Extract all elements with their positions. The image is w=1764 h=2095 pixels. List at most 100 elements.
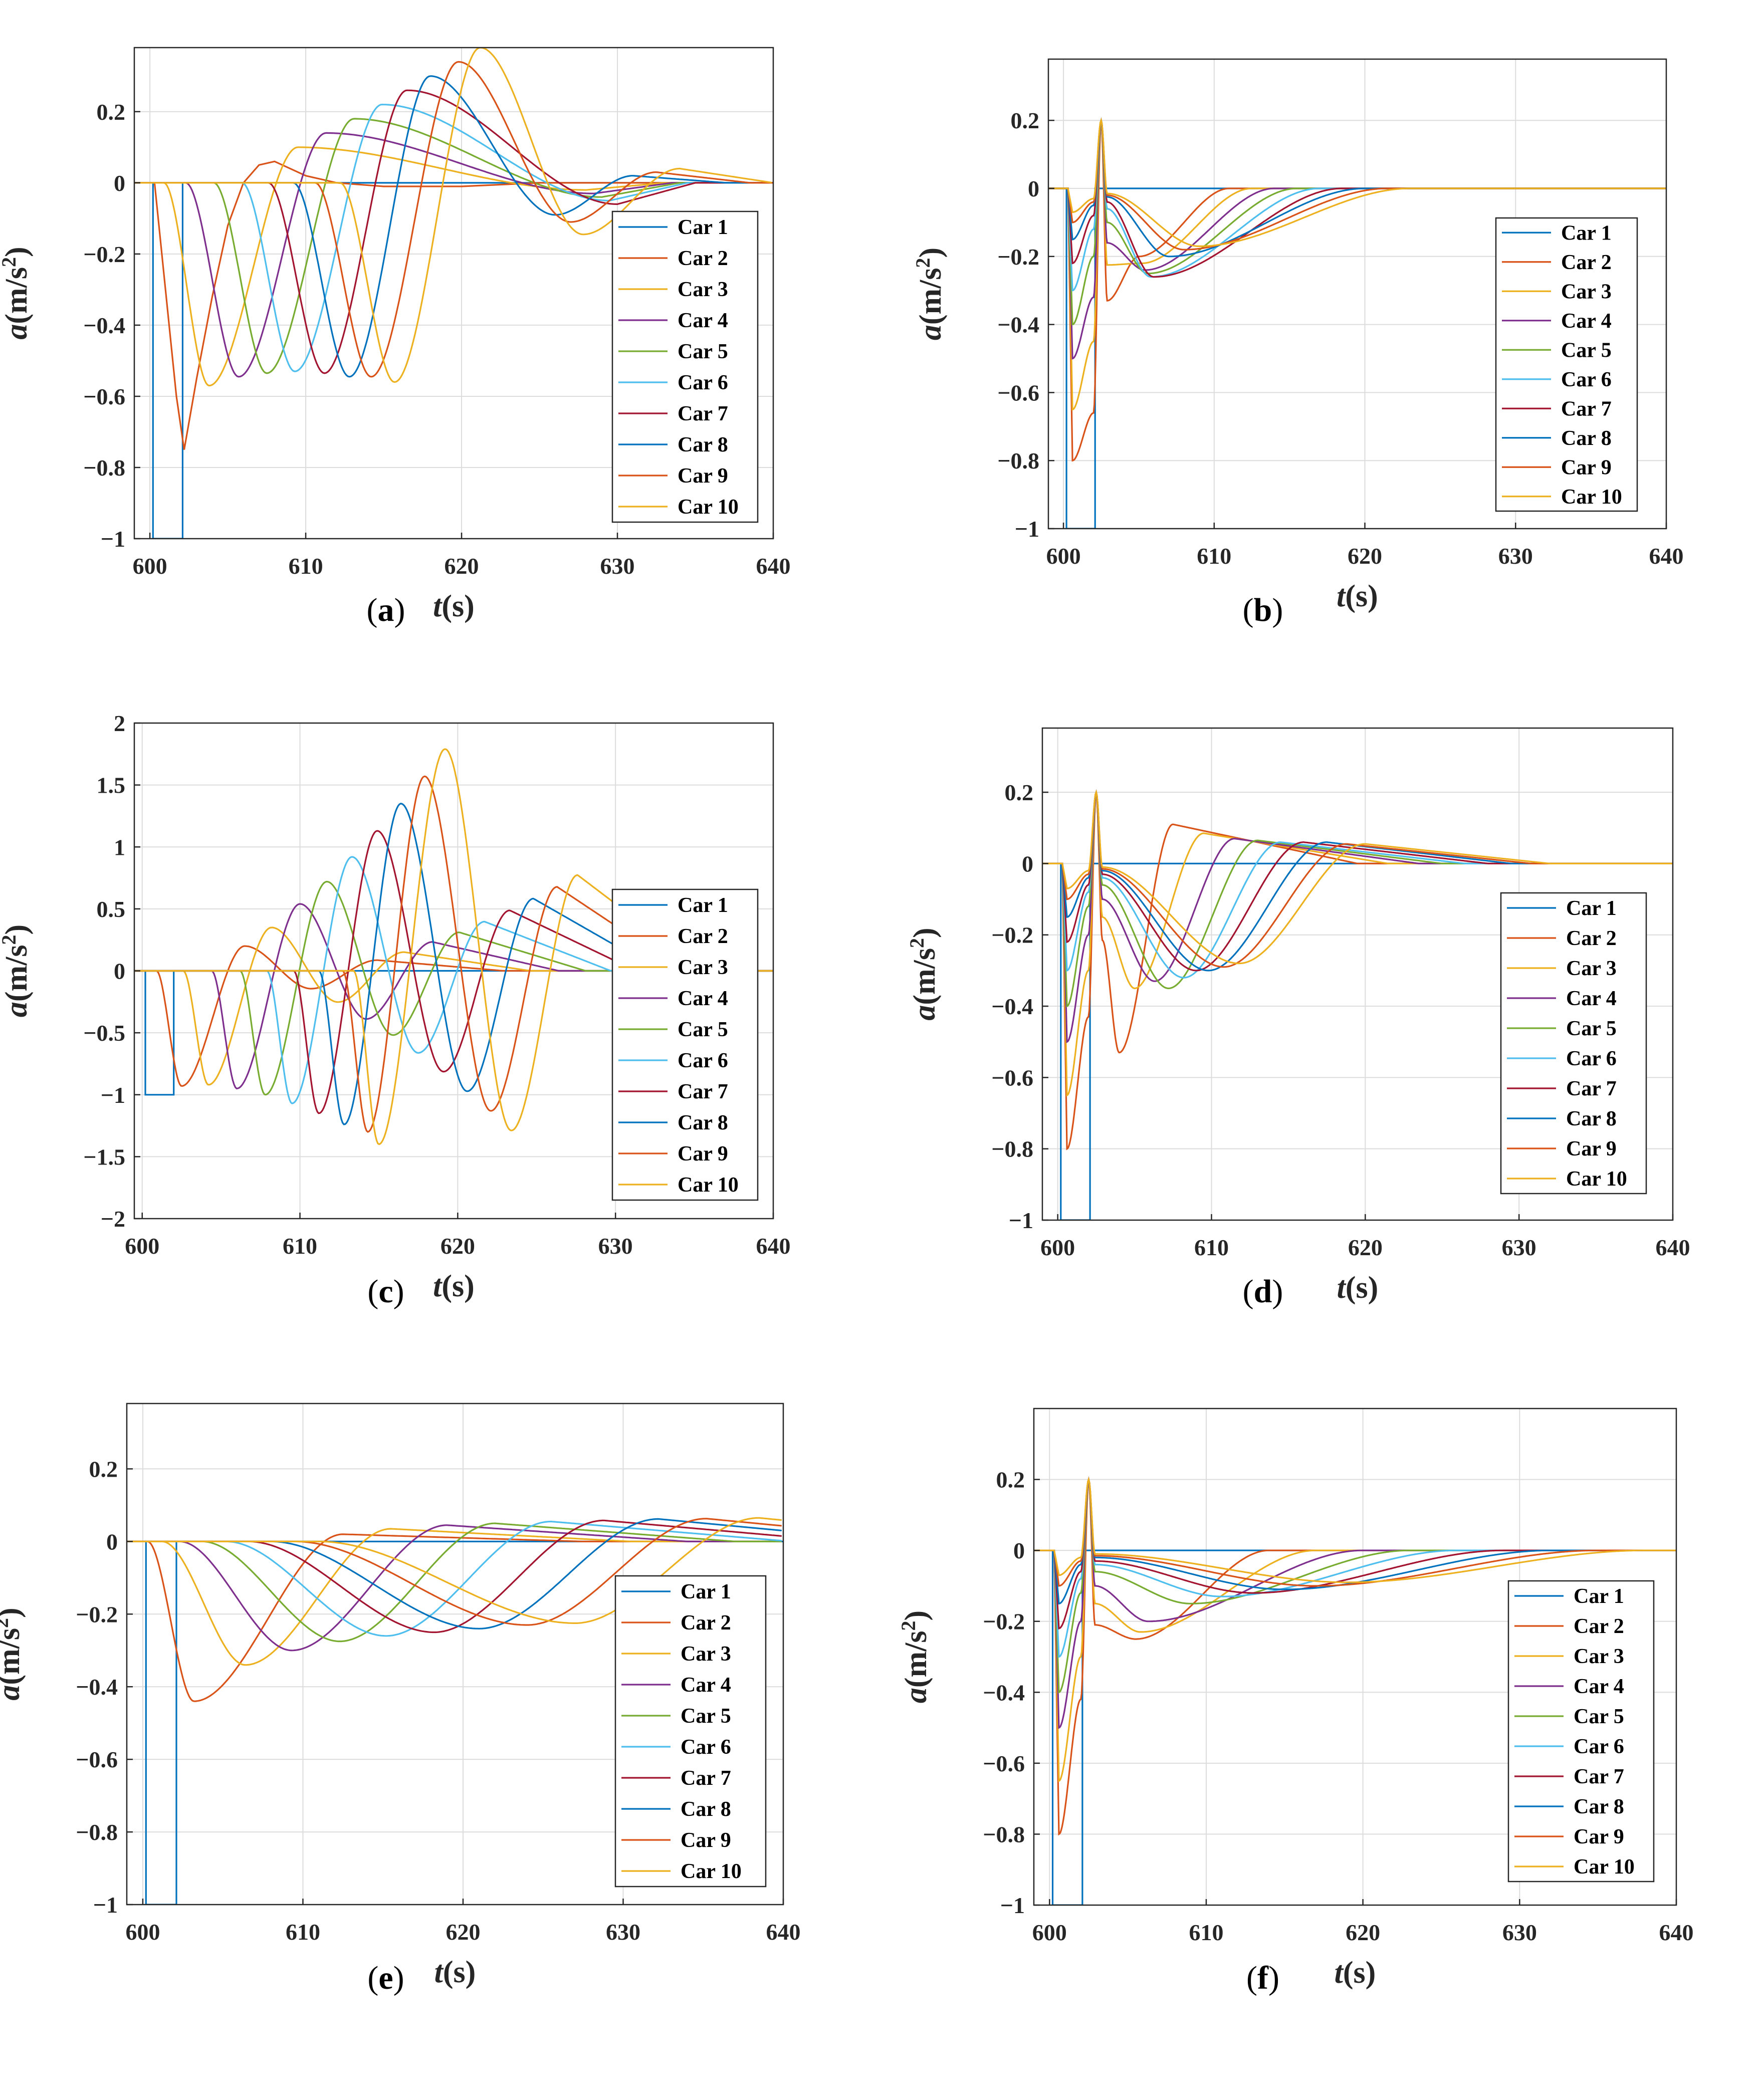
legend: Car 1 Car 2 Car 3 Car 4 Car 5 Car 6 Car 7 Car 8… bbox=[1507, 1580, 1655, 1883]
y-tick-label: −0.4 bbox=[83, 313, 125, 338]
legend-item-label: Car 2 bbox=[1566, 927, 1617, 950]
series-line-4 bbox=[127, 1524, 782, 1652]
panel-caption: (b) bbox=[1242, 592, 1283, 628]
y-tick-label: −0.4 bbox=[983, 1680, 1025, 1705]
y-tick-label: 0 bbox=[1022, 851, 1033, 876]
legend: Car 1 Car 2 Car 3 Car 4 Car 5 Car 6 Car 7 Car 8… bbox=[614, 1575, 767, 1888]
y-tick-label: 1 bbox=[114, 834, 125, 860]
x-axis-label: t(s) bbox=[433, 1269, 475, 1303]
series-line-10 bbox=[127, 1517, 782, 1624]
legend-item-label: Car 9 bbox=[678, 464, 728, 488]
series-line-10 bbox=[1048, 117, 1666, 247]
series-line-5 bbox=[134, 118, 772, 374]
y-tick-label: −0.8 bbox=[997, 448, 1039, 474]
series-group bbox=[134, 48, 773, 539]
legend-item-label: Car 3 bbox=[1574, 1645, 1624, 1668]
legend-item-label: Car 8 bbox=[678, 433, 728, 456]
legend-item-label: Car 7 bbox=[1566, 1077, 1617, 1100]
legend-item-label: Car 8 bbox=[1561, 427, 1612, 450]
y-tick-label: 0 bbox=[114, 959, 125, 984]
legend-item-label: Car 3 bbox=[1561, 280, 1612, 303]
legend-item-label: Car 10 bbox=[678, 496, 739, 519]
y-tick-label: −0.8 bbox=[76, 1819, 118, 1845]
legend-item-label: Car 8 bbox=[1566, 1107, 1617, 1130]
legend-item-label: Car 9 bbox=[1574, 1825, 1624, 1848]
legend: Car 1 Car 2 Car 3 Car 4 Car 5 Car 6 Car 7 Car 8… bbox=[1495, 217, 1638, 512]
legend-item-label: Car 4 bbox=[1566, 987, 1617, 1010]
x-tick-label: 630 bbox=[1498, 543, 1533, 569]
legend-item-label: Car 3 bbox=[1566, 957, 1617, 980]
panel-caption: (d) bbox=[1242, 1273, 1283, 1310]
axes-box bbox=[1047, 58, 1667, 530]
legend-item-label: Car 5 bbox=[1574, 1705, 1624, 1728]
legend-item-label: Car 6 bbox=[678, 1049, 728, 1072]
axes-box bbox=[133, 47, 774, 540]
series-line-3 bbox=[134, 146, 772, 387]
x-tick-label: 640 bbox=[766, 1919, 801, 1945]
x-tick-label: 630 bbox=[606, 1919, 640, 1945]
x-tick-label: 620 bbox=[445, 553, 479, 579]
y-tick-label: 0 bbox=[1028, 176, 1039, 201]
legend-item-label: Car 8 bbox=[681, 1798, 731, 1821]
legend: Car 1 Car 2 Car 3 Car 4 Car 5 Car 6 Car 7 Car 8… bbox=[611, 888, 759, 1201]
legend-item-label: Car 10 bbox=[681, 1860, 742, 1883]
x-tick-label: 640 bbox=[756, 1233, 791, 1259]
series-line-2 bbox=[134, 160, 773, 450]
y-axis-label: a(m/s2) bbox=[906, 927, 942, 1020]
y-tick-label: −0.2 bbox=[997, 244, 1039, 270]
x-tick-label: 640 bbox=[1659, 1920, 1694, 1945]
legend-item-label: Car 6 bbox=[1574, 1735, 1624, 1758]
legend-item-label: Car 1 bbox=[1574, 1585, 1624, 1608]
y-tick-label: −0.4 bbox=[991, 994, 1033, 1019]
x-tick-label: 630 bbox=[1502, 1920, 1537, 1945]
legend-item-label: Car 1 bbox=[678, 216, 728, 239]
y-tick-label: −2 bbox=[101, 1206, 125, 1232]
legend-item-label: Car 5 bbox=[681, 1705, 731, 1728]
series-group bbox=[127, 1517, 783, 1905]
legend-item-label: Car 5 bbox=[678, 340, 728, 363]
x-tick-label: 640 bbox=[756, 553, 791, 579]
y-tick-label: −1 bbox=[1009, 1208, 1033, 1233]
y-tick-label: −0.2 bbox=[83, 242, 125, 267]
x-tick-label: 610 bbox=[1194, 1235, 1229, 1260]
legend-item-label: Car 9 bbox=[1561, 456, 1612, 479]
legend-item-label: Car 2 bbox=[681, 1611, 731, 1635]
y-tick-label: 0.2 bbox=[89, 1456, 118, 1482]
y-tick-label: −0.5 bbox=[83, 1020, 125, 1046]
x-axis-label: t(s) bbox=[434, 1955, 476, 1989]
legend-item-label: Car 2 bbox=[1561, 251, 1612, 274]
x-tick-label: 630 bbox=[600, 553, 635, 579]
y-tick-label: −0.6 bbox=[76, 1747, 118, 1772]
legend-item-label: Car 5 bbox=[1566, 1017, 1617, 1040]
x-tick-label: 600 bbox=[125, 1233, 159, 1259]
legend-item-label: Car 9 bbox=[1566, 1137, 1617, 1160]
y-tick-label: 0.2 bbox=[97, 99, 126, 125]
legend: Car 1 Car 2 Car 3 Car 4 Car 5 Car 6 Car 7 Car 8… bbox=[611, 210, 759, 523]
x-tick-label: 610 bbox=[1189, 1920, 1223, 1945]
y-axis-label: a(m/s2) bbox=[0, 247, 34, 339]
y-tick-label: −0.6 bbox=[991, 1065, 1033, 1090]
x-tick-label: 600 bbox=[133, 553, 167, 579]
x-tick-label: 610 bbox=[283, 1233, 317, 1259]
legend-item-label: Car 4 bbox=[678, 309, 728, 332]
legend-item-label: Car 7 bbox=[1574, 1765, 1624, 1788]
legend-item-label: Car 2 bbox=[1574, 1615, 1624, 1638]
y-axis-label: a(m/s2) bbox=[0, 924, 34, 1017]
legend-box bbox=[1507, 1580, 1655, 1883]
legend-item-label: Car 4 bbox=[681, 1674, 731, 1697]
legend-item-label: Car 4 bbox=[1574, 1675, 1624, 1698]
x-tick-label: 620 bbox=[440, 1233, 475, 1259]
legend-item-label: Car 6 bbox=[681, 1736, 731, 1759]
y-tick-label: −0.4 bbox=[997, 312, 1039, 338]
legend-item-label: Car 2 bbox=[678, 247, 728, 270]
series-line-10 bbox=[134, 48, 772, 383]
legend-item-label: Car 4 bbox=[1561, 310, 1612, 333]
axes-box bbox=[1033, 1408, 1677, 1906]
legend-item-label: Car 9 bbox=[681, 1829, 731, 1852]
y-tick-label: −0.6 bbox=[997, 380, 1039, 405]
legend-item-label: Car 1 bbox=[678, 894, 728, 917]
series-line-6 bbox=[127, 1520, 782, 1637]
x-tick-label: 630 bbox=[1502, 1235, 1536, 1260]
